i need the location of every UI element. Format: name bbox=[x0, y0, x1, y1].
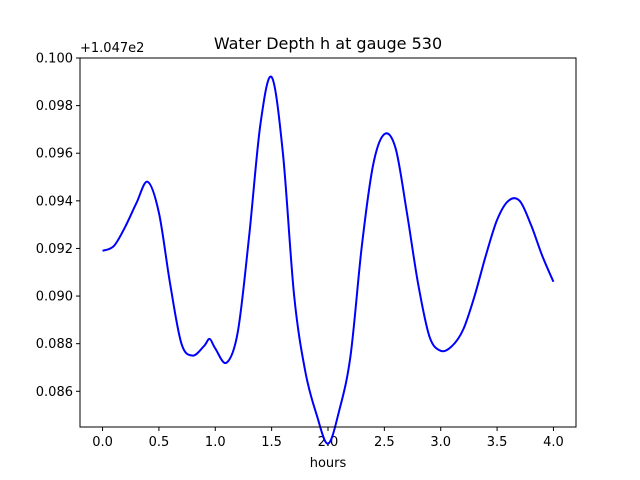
x-tick-label: 2.0 bbox=[318, 435, 339, 450]
y-tick-label: 0.086 bbox=[36, 385, 73, 400]
x-tick-label: 4.0 bbox=[543, 435, 564, 450]
x-tick-label: 1.0 bbox=[205, 435, 226, 450]
y-tick-label: 0.100 bbox=[36, 52, 73, 67]
x-tick-label: 0.5 bbox=[149, 435, 170, 450]
y-tick-label: 0.092 bbox=[36, 242, 73, 257]
x-axis-ticks: 0.0 0.5 1.0 1.5 2.0 2.5 3.0 3.5 4.0 bbox=[92, 427, 564, 450]
data-series-line bbox=[102, 75, 555, 445]
plot-frame bbox=[79, 57, 577, 428]
x-tick-label: 3.0 bbox=[430, 435, 451, 450]
y-tick-label: 0.094 bbox=[36, 194, 73, 209]
y-tick-label: 0.088 bbox=[36, 337, 73, 352]
y-tick-label: 0.098 bbox=[36, 99, 73, 114]
x-tick-label: 3.5 bbox=[487, 435, 508, 450]
plot-area bbox=[102, 75, 555, 445]
x-tick-label: 2.5 bbox=[374, 435, 395, 450]
y-tick-label: 0.096 bbox=[36, 147, 73, 162]
x-tick-label: 1.5 bbox=[261, 435, 282, 450]
y-tick-label: 0.090 bbox=[36, 290, 73, 305]
x-tick-label: 0.0 bbox=[92, 435, 113, 450]
y-axis-ticks: 0.086 0.088 0.090 0.092 0.094 0.096 0.098 0.100 bbox=[36, 52, 80, 400]
y-offset-label: +1.047e2 bbox=[80, 41, 144, 56]
chart-title: Water Depth h at gauge 530 bbox=[214, 34, 442, 53]
x-axis-label: hours bbox=[310, 456, 347, 471]
